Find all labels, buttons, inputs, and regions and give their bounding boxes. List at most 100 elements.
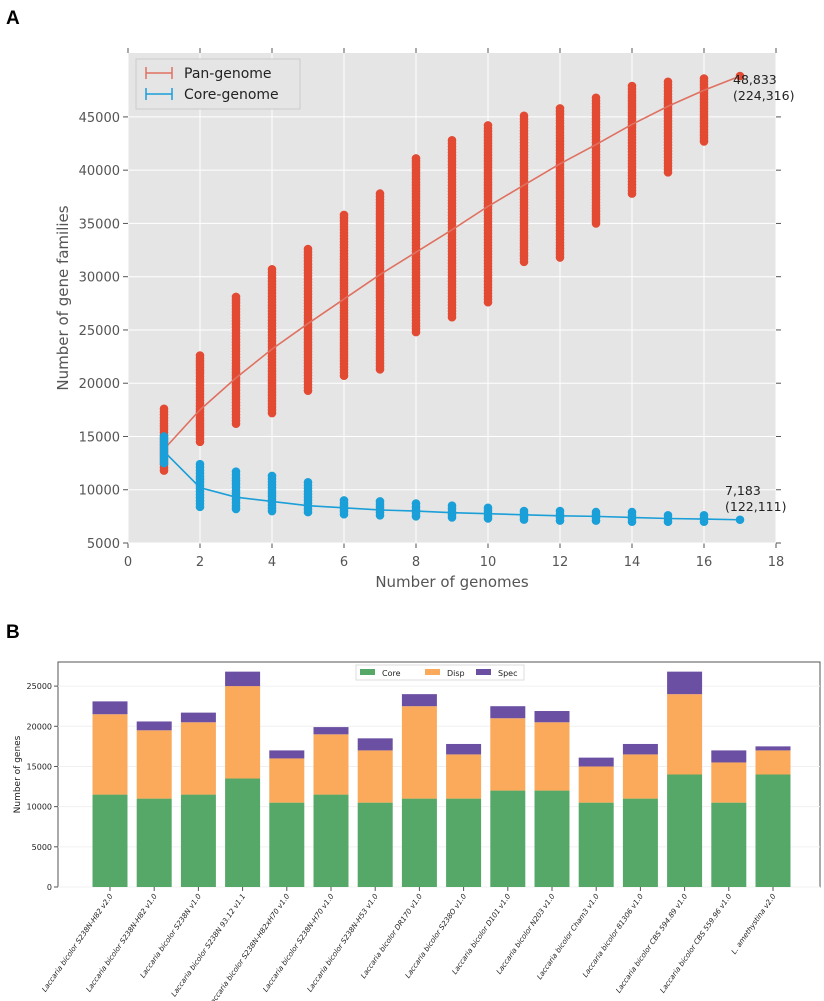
x-tick-label: 18: [768, 555, 785, 570]
y-tick-label: 10000: [27, 803, 52, 812]
legend: Pan-genome Core-genome: [135, 58, 301, 110]
x-tick-label: 16: [696, 555, 713, 570]
bar-core: [711, 802, 747, 887]
bar-core: [225, 778, 261, 887]
bar-disp: [313, 734, 349, 795]
scatter-point: [339, 496, 349, 505]
legend-label: Disp: [447, 669, 465, 678]
scatter-point: [375, 189, 385, 198]
scatter-point: [483, 121, 493, 130]
bar-spec: [225, 671, 261, 687]
x-tick-label: 8: [412, 555, 420, 570]
panel-label-b: B: [6, 622, 20, 643]
bar-spec: [92, 701, 128, 715]
x-tick-label: Laccaria bicolor S238N-H82 v2.0: [40, 892, 115, 994]
y-tick-label: 40000: [79, 164, 120, 179]
gene-composition-bar-chart: 0 5000 10000 15000 20000 25000 Number of genes…: [13, 661, 821, 1001]
scatter-point: [663, 511, 673, 520]
y-tick-label: 30000: [79, 271, 120, 286]
x-tick-label: Laccaria bicolor S238N-H70 v1.0: [261, 892, 336, 994]
bar-stack: [755, 746, 791, 887]
y-tick-label: 5000: [87, 537, 120, 552]
scatter-point: [195, 351, 205, 360]
y-tick-label: 25000: [79, 324, 120, 339]
bar-stack: [225, 671, 261, 887]
scatter-point: [447, 136, 457, 145]
bar-stack: [136, 721, 172, 887]
bar-core: [578, 802, 614, 887]
legend-label: Core: [382, 669, 401, 678]
y-axis-label: Number of gene families: [54, 205, 72, 390]
legend-swatch: [476, 669, 491, 675]
bar-spec: [490, 706, 526, 719]
scatter-point: [735, 71, 745, 81]
legend-swatch: [425, 669, 440, 675]
bar-stack: [313, 727, 349, 887]
x-tick-label: Laccaria bicolor S238N 93.12 v1.1: [169, 892, 247, 998]
series-pan-genome: [159, 71, 745, 475]
bar-disp: [622, 754, 658, 799]
legend-swatch: [360, 669, 375, 675]
scatter-point: [699, 74, 709, 83]
bar-core: [401, 798, 437, 887]
bar-disp: [578, 766, 614, 803]
scatter-point: [519, 506, 529, 516]
x-axis-label: Number of genomes: [375, 573, 529, 591]
bar-core: [446, 798, 482, 887]
scatter-point: [339, 210, 349, 220]
y-tick-label: 20000: [79, 377, 120, 392]
bar-stack: [578, 757, 614, 887]
bar-core: [269, 802, 305, 887]
legend-label: Spec: [498, 669, 517, 678]
scatter-point: [447, 501, 457, 511]
bar-disp: [180, 722, 216, 795]
pan-annotation-total: (224,316): [733, 88, 794, 103]
bar-disp: [357, 750, 393, 803]
y-tick-label: 25000: [27, 682, 52, 691]
bar-core: [622, 798, 658, 887]
scatter-point: [375, 497, 385, 506]
series-core-genome: [159, 432, 745, 526]
core-annotation-total: (122,111): [725, 499, 786, 514]
scatter-point: [663, 77, 673, 87]
scatter-point: [231, 292, 241, 302]
bar-spec: [622, 743, 658, 755]
scatter-point: [267, 264, 277, 274]
bar-spec: [401, 694, 437, 707]
bar-stack: [269, 750, 305, 887]
bar-core: [357, 802, 393, 887]
plot-frame: [57, 661, 821, 888]
scatter-point: [591, 93, 601, 103]
x-tick-label: Laccaria bicolor S238N-H82 v1.0: [84, 892, 159, 994]
y-tick-label: 35000: [79, 217, 120, 232]
scatter-point: [159, 404, 169, 414]
legend-label: Core-genome: [184, 87, 279, 103]
scatter-point: [411, 499, 421, 508]
mean-line: [163, 450, 741, 521]
scatter-point: [231, 467, 241, 476]
bar-spec: [446, 743, 482, 755]
mean-line: [163, 75, 741, 450]
scatter-point: [519, 111, 529, 121]
bar-core: [136, 798, 172, 887]
legend: Core Disp Spec: [355, 664, 525, 681]
bar-spec: [534, 711, 570, 723]
bar-stack: [534, 711, 570, 887]
bar-stack: [357, 738, 393, 887]
scatter-point: [483, 503, 493, 513]
bar-core: [92, 794, 128, 887]
scatter-point: [159, 432, 169, 441]
scatter-point: [555, 104, 565, 113]
scatter-point: [591, 507, 601, 517]
bar-spec: [269, 750, 305, 759]
bar-disp: [490, 718, 526, 791]
scatter-point: [303, 244, 313, 254]
core-annotation-count: 7,183: [725, 483, 761, 498]
bar-core: [490, 790, 526, 887]
scatter-point: [555, 506, 565, 516]
bar-disp: [446, 754, 482, 799]
bar-disp: [269, 758, 305, 803]
x-tick-label: 2: [196, 555, 204, 570]
bar-spec: [755, 746, 791, 751]
